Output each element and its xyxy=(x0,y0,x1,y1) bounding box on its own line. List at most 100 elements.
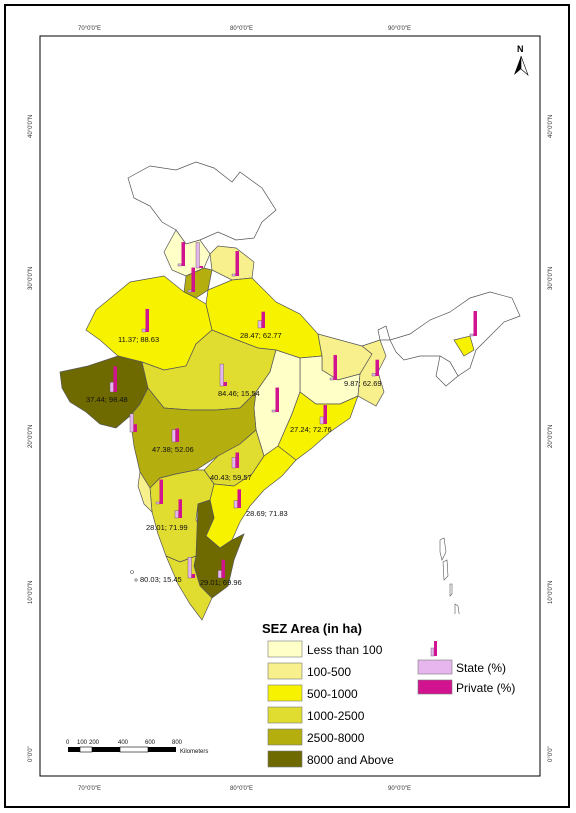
legend-swatch-state xyxy=(417,659,453,675)
share-bars xyxy=(109,242,477,579)
private-bar-uttar-pradesh xyxy=(261,311,265,328)
state-bar-uttar-pradesh xyxy=(257,320,262,329)
private-bar-himachal xyxy=(181,242,185,266)
state-bar-punjab xyxy=(187,289,192,293)
state-bar-gujarat xyxy=(109,382,114,393)
legend-swatch-500-1000 xyxy=(267,684,303,702)
value-label-telangana: 40.43; 59.57 xyxy=(210,473,252,482)
private-bar-west-bengal xyxy=(375,359,379,376)
private-bar-goa-coast xyxy=(159,479,163,504)
private-bar-telangana xyxy=(235,452,239,468)
legend-label-100-500: 100-500 xyxy=(307,665,351,679)
state-bar-rajasthan xyxy=(141,328,146,333)
region-meghalaya-assam xyxy=(453,335,475,357)
scale-unit: Kilometers xyxy=(180,749,208,755)
state-bar-odisha xyxy=(319,416,324,425)
legend-swatch-100-500 xyxy=(267,662,303,680)
left-tick-10n: 10°0'0"N xyxy=(28,581,34,604)
state-bar-himachal xyxy=(177,263,182,267)
legend-swatch-less-than-100 xyxy=(267,640,303,658)
top-tick-90e: 90°0'0"E xyxy=(388,26,411,32)
private-bar-chhattisgarh xyxy=(275,387,279,412)
private-bar-andhra-pradesh xyxy=(237,489,241,508)
top-tick-80e: 80°0'0"E xyxy=(230,26,253,32)
scale-tick-200: 200 xyxy=(89,740,100,746)
top-tick-70e: 70°0'0"E xyxy=(78,26,101,32)
private-bar-tamil-nadu xyxy=(221,559,225,578)
left-tick-0: 0°0'0" xyxy=(28,746,34,762)
state-bar-haryana-chandigarh xyxy=(195,242,200,269)
legend-label-2500-8000: 2500-8000 xyxy=(307,731,365,745)
state-bar-goa-coast xyxy=(155,501,160,505)
value-label-kerala: 80.03; 15.45 xyxy=(140,575,182,584)
value-label-rajasthan: 11.37; 88.63 xyxy=(118,335,159,344)
private-bar-gujarat xyxy=(113,366,117,392)
private-bar-haryana-chandigarh xyxy=(199,266,203,268)
legend-label-private: Private (%) xyxy=(456,681,515,695)
state-bar-telangana xyxy=(231,457,236,469)
region-goa xyxy=(137,471,153,513)
state-bar-goa-daman xyxy=(129,413,134,433)
map-neatline xyxy=(39,35,541,777)
private-bar-maharashtra xyxy=(175,428,179,442)
legend-swatch-2500-8000 xyxy=(267,728,303,746)
legend-label-500-1000: 500-1000 xyxy=(307,687,358,701)
state-bar-kerala xyxy=(187,556,192,579)
legend-bar-sample-icon xyxy=(430,641,437,657)
state-bar-uttarakhand xyxy=(231,273,236,277)
value-label-uttar-pradesh: 28.47; 62.77 xyxy=(240,331,282,340)
legend-swatch-private xyxy=(417,679,453,695)
private-bar-punjab xyxy=(191,267,195,292)
north-label: N xyxy=(517,44,524,54)
region-uttarakhand xyxy=(209,245,255,281)
bottom-tick-90e: 90°0'0"E xyxy=(388,786,411,792)
region-tripura-mizoram xyxy=(435,355,459,387)
value-label-odisha: 27.24; 72.76 xyxy=(290,425,332,434)
scale-tick-400: 400 xyxy=(118,740,129,746)
lakshadweep-islands xyxy=(130,570,138,582)
state-polygons xyxy=(59,161,521,621)
left-tick-30n: 30°0'0"N xyxy=(28,267,34,290)
legend-label-8000-above: 8000 and Above xyxy=(307,753,394,767)
legend-swatch-1000-2500 xyxy=(267,706,303,724)
state-bar-madhya-pradesh xyxy=(219,363,224,387)
bottom-tick-80e: 80°0'0"E xyxy=(230,786,253,792)
value-label-madhya-pradesh: 84.46; 15.54 xyxy=(218,389,260,398)
private-bar-kerala xyxy=(191,573,195,578)
legend-label-1000-2500: 1000-2500 xyxy=(307,709,365,723)
state-bar-bihar xyxy=(329,377,334,381)
left-tick-40n: 40°0'0"N xyxy=(28,115,34,138)
state-bar-chhattisgarh xyxy=(271,409,276,413)
private-bar-rajasthan xyxy=(145,308,149,332)
value-label-west-bengal: 9.87; 62.69 xyxy=(344,379,382,388)
private-bar-karnataka xyxy=(178,499,182,518)
region-jammu-kashmir xyxy=(127,161,277,245)
legend-swatch-8000-above xyxy=(267,750,303,768)
right-tick-10n: 10°0'0"N xyxy=(548,581,554,604)
right-tick-0: 0°0'0" xyxy=(548,746,554,762)
bottom-tick-70e: 70°0'0"E xyxy=(78,786,101,792)
scale-tick-600: 600 xyxy=(145,740,156,746)
scale-tick-800: 800 xyxy=(172,740,183,746)
private-bar-assam xyxy=(473,311,477,336)
legend-title: SEZ Area (in ha) xyxy=(262,621,362,636)
left-tick-20n: 20°0'0"N xyxy=(28,425,34,448)
value-label-gujarat: 37.44; 98.48 xyxy=(86,395,128,404)
private-bar-uttarakhand xyxy=(235,251,239,276)
private-bar-bihar xyxy=(333,355,337,380)
right-tick-30n: 30°0'0"N xyxy=(548,267,554,290)
north-arrow-icon: N xyxy=(514,44,529,76)
scale-tick-0: 0 xyxy=(66,740,70,746)
value-label-tamil-nadu: 29.01; 69.96 xyxy=(200,578,242,587)
state-bar-assam xyxy=(469,333,474,337)
value-labels: 11.37; 88.63 28.47; 62.77 37.44; 98.48 8… xyxy=(86,331,382,587)
state-bar-maharashtra xyxy=(171,429,176,443)
right-tick-40n: 40°0'0"N xyxy=(548,115,554,138)
value-label-andhra-pradesh: 28.69; 71.83 xyxy=(246,509,288,518)
legend-label-state: State (%) xyxy=(456,661,506,675)
legend: SEZ Area (in ha) Less than 100 100-500 5… xyxy=(252,614,538,774)
state-bar-tamil-nadu xyxy=(217,570,222,579)
state-bar-andhra-pradesh xyxy=(233,500,238,509)
right-tick-20n: 20°0'0"N xyxy=(548,425,554,448)
